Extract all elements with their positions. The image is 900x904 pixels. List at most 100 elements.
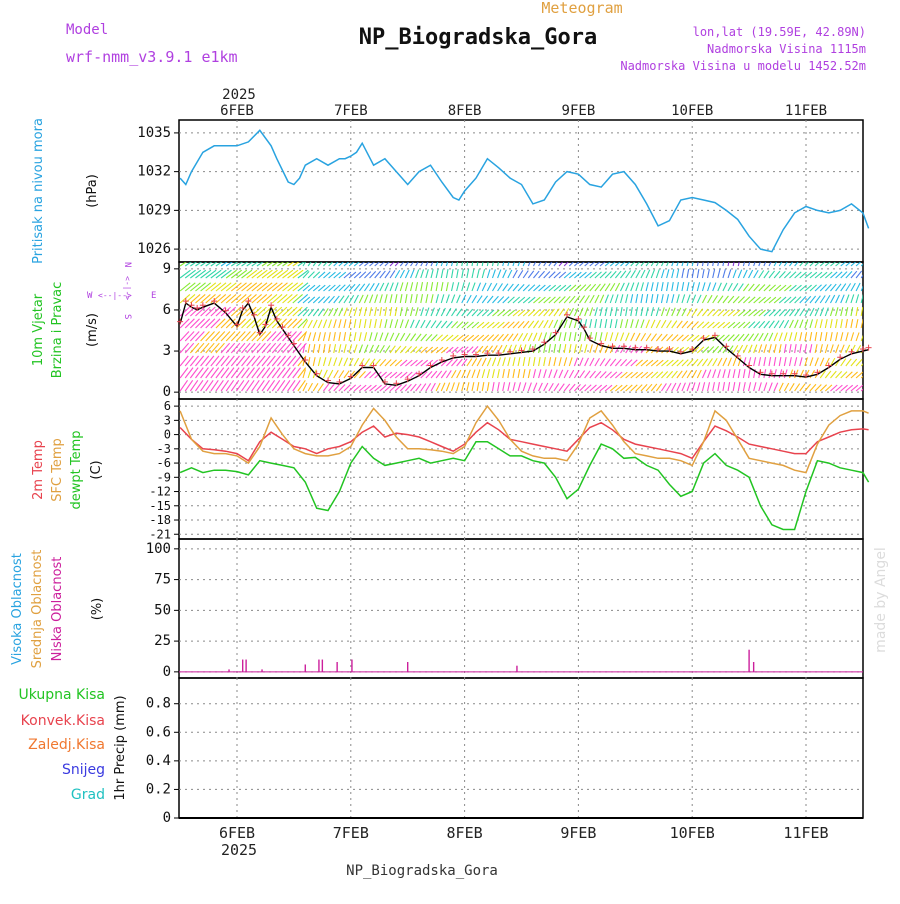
wind-arrow [456,346,464,354]
wind-arrow [748,296,756,304]
wind-arrow [763,309,771,317]
wind-arrow [563,344,567,354]
wind-arrow [527,284,536,292]
wind-arrow [824,370,832,379]
wind-arrow [604,344,610,354]
wind-arrow [568,319,573,329]
wind-arrow [620,282,625,292]
wind-arrow [317,383,324,392]
wind-arrow [712,382,716,392]
wind-arrow [794,344,797,354]
wind-arrow [701,269,705,279]
wind-arrow [312,262,317,267]
wind-arrow [707,346,715,354]
wind-arrow [486,282,493,292]
wind-arrow [353,370,361,379]
wind-arrow [620,384,628,392]
wind-arrow [415,359,423,367]
wind-arrow [789,262,794,267]
wind-arrow [481,282,487,292]
wind-arrow [210,269,222,279]
wind-arrow [671,320,678,329]
wind-arrow [369,319,372,329]
wind-arrow [819,344,823,354]
wind-arrow [579,384,587,392]
wind-arrow [517,382,522,392]
wind-arrow [451,321,459,329]
wind-arrow [553,344,557,354]
wind-arrow [210,306,221,317]
wind-arrow [517,344,522,354]
wind-arrow [666,282,669,292]
wind-arrow [410,319,415,329]
wind-arrow [640,319,645,329]
wind-arrow [502,269,507,279]
wind-arrow [712,269,716,279]
wind-arrow [702,321,710,329]
wind-arrow [512,333,519,342]
wind-arrow [655,319,661,329]
wind-arrow [599,262,606,267]
top-date-label: 6FEB [220,103,254,119]
wind-arrow [732,345,739,354]
wind-arrow [543,308,551,317]
wind-arrow [527,320,535,329]
wind-arrow [287,306,298,317]
wind-arrow [737,309,746,317]
wind-arrow [338,384,346,392]
wind-arrow [461,262,464,267]
wind-arrow [184,380,194,392]
wind-arrow [215,269,227,279]
10m-wind-speed-line [179,301,869,387]
wind-arrow [189,306,201,317]
wind-arrow [845,384,854,392]
wind-arrow [727,295,735,304]
wind-arrow [589,357,595,367]
wind-arrow [276,355,287,367]
wind-arrow [645,294,649,304]
wind-arrow [553,271,561,279]
wind-arrow [210,294,221,304]
top-date-label: 11FEB [785,103,827,119]
wind-arrow [369,358,376,367]
low-cloud-label: Niska Oblacnost [50,557,65,662]
wind-arrow [799,357,803,367]
wind-arrow [333,284,341,292]
wind-arrow [737,382,741,392]
wind-arrow [763,382,768,392]
bottom-time-axis: 6FEB 7FEB 8FEB 9FEB 10FEB 11FEB [219,824,829,842]
wind-arrow [748,269,754,279]
wind-arrow [594,307,598,317]
wind-arrow [676,307,682,317]
wind-arrow [855,307,859,317]
wind-arrow [328,262,334,267]
wind-arrow [492,309,500,317]
wind-arrow [497,357,502,367]
wind-arrow [763,320,770,329]
wind-arrow [568,332,572,342]
wind-arrow [543,344,546,354]
wind-arrow [404,333,411,342]
wind-arrow [640,359,649,367]
wind-arrow [205,269,217,279]
wind-arrow [748,333,755,342]
y-axis-ticks: 10351032102910269630630-3-6-9-12-15-18-2… [137,125,179,826]
wind-arrow [650,294,654,304]
wind-arrow [763,270,770,279]
wind-arrow [522,320,530,329]
wind-arrow [276,342,287,354]
chart-type: Meteogram [541,0,622,17]
wind-arrow [450,282,454,292]
wind-arrow [435,269,439,279]
wind-arrow [461,358,468,367]
wind-arrow [225,380,235,392]
wind-arrow [190,262,198,267]
wind-arrow [440,370,447,379]
wind-arrow [215,262,223,267]
wind-arrow [353,271,362,279]
wind-arrow [707,308,714,317]
wind-arrow [753,382,757,392]
wind-arrow [179,318,190,329]
wind-arrow [343,344,347,354]
wind-arrow [794,383,801,392]
